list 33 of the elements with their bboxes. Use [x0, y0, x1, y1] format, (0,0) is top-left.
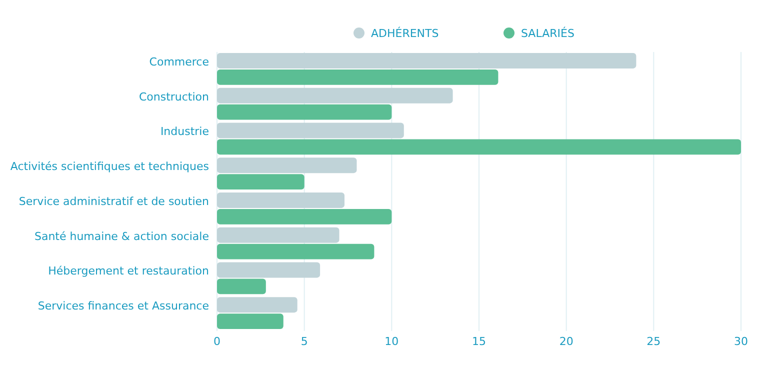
y-tick-label: Services finances et Assurance: [38, 300, 210, 313]
bar: [217, 104, 392, 120]
legend-label: ADHÉRENTS: [371, 26, 439, 40]
x-tick-label: 15: [472, 335, 486, 348]
x-tick-label: 5: [300, 335, 308, 348]
y-tick-label: Commerce: [149, 55, 210, 68]
y-tick-label: Industrie: [160, 125, 210, 138]
bar: [217, 227, 340, 243]
bar: [217, 158, 357, 174]
bar: [217, 297, 298, 313]
bar: [217, 314, 284, 329]
bar: [217, 69, 498, 85]
bar: [217, 122, 404, 138]
bar: [217, 244, 374, 260]
y-tick-label: Construction: [138, 90, 210, 104]
bar: [217, 174, 304, 190]
bar: [217, 192, 345, 208]
x-tick-label: 20: [559, 335, 574, 348]
y-tick-label: Santé humaine & action sociale: [34, 230, 210, 243]
bar: [217, 88, 453, 104]
legend-label: SALARIÉS: [521, 26, 574, 40]
x-tick-label: 0: [214, 335, 220, 348]
bar: [217, 208, 392, 224]
y-tick-label: Service administratif et de soutien: [18, 194, 210, 208]
bar: [217, 278, 266, 294]
x-tick-label: 30: [734, 335, 748, 348]
x-tick-label: 25: [646, 335, 661, 348]
y-tick-label: Activités scientifiques et techniques: [10, 160, 210, 174]
bar: [217, 53, 636, 68]
bar: [217, 262, 320, 278]
y-tick-label: Hébergement et restauration: [48, 264, 210, 278]
x-tick-label: 10: [384, 335, 399, 348]
bar: [217, 139, 741, 155]
